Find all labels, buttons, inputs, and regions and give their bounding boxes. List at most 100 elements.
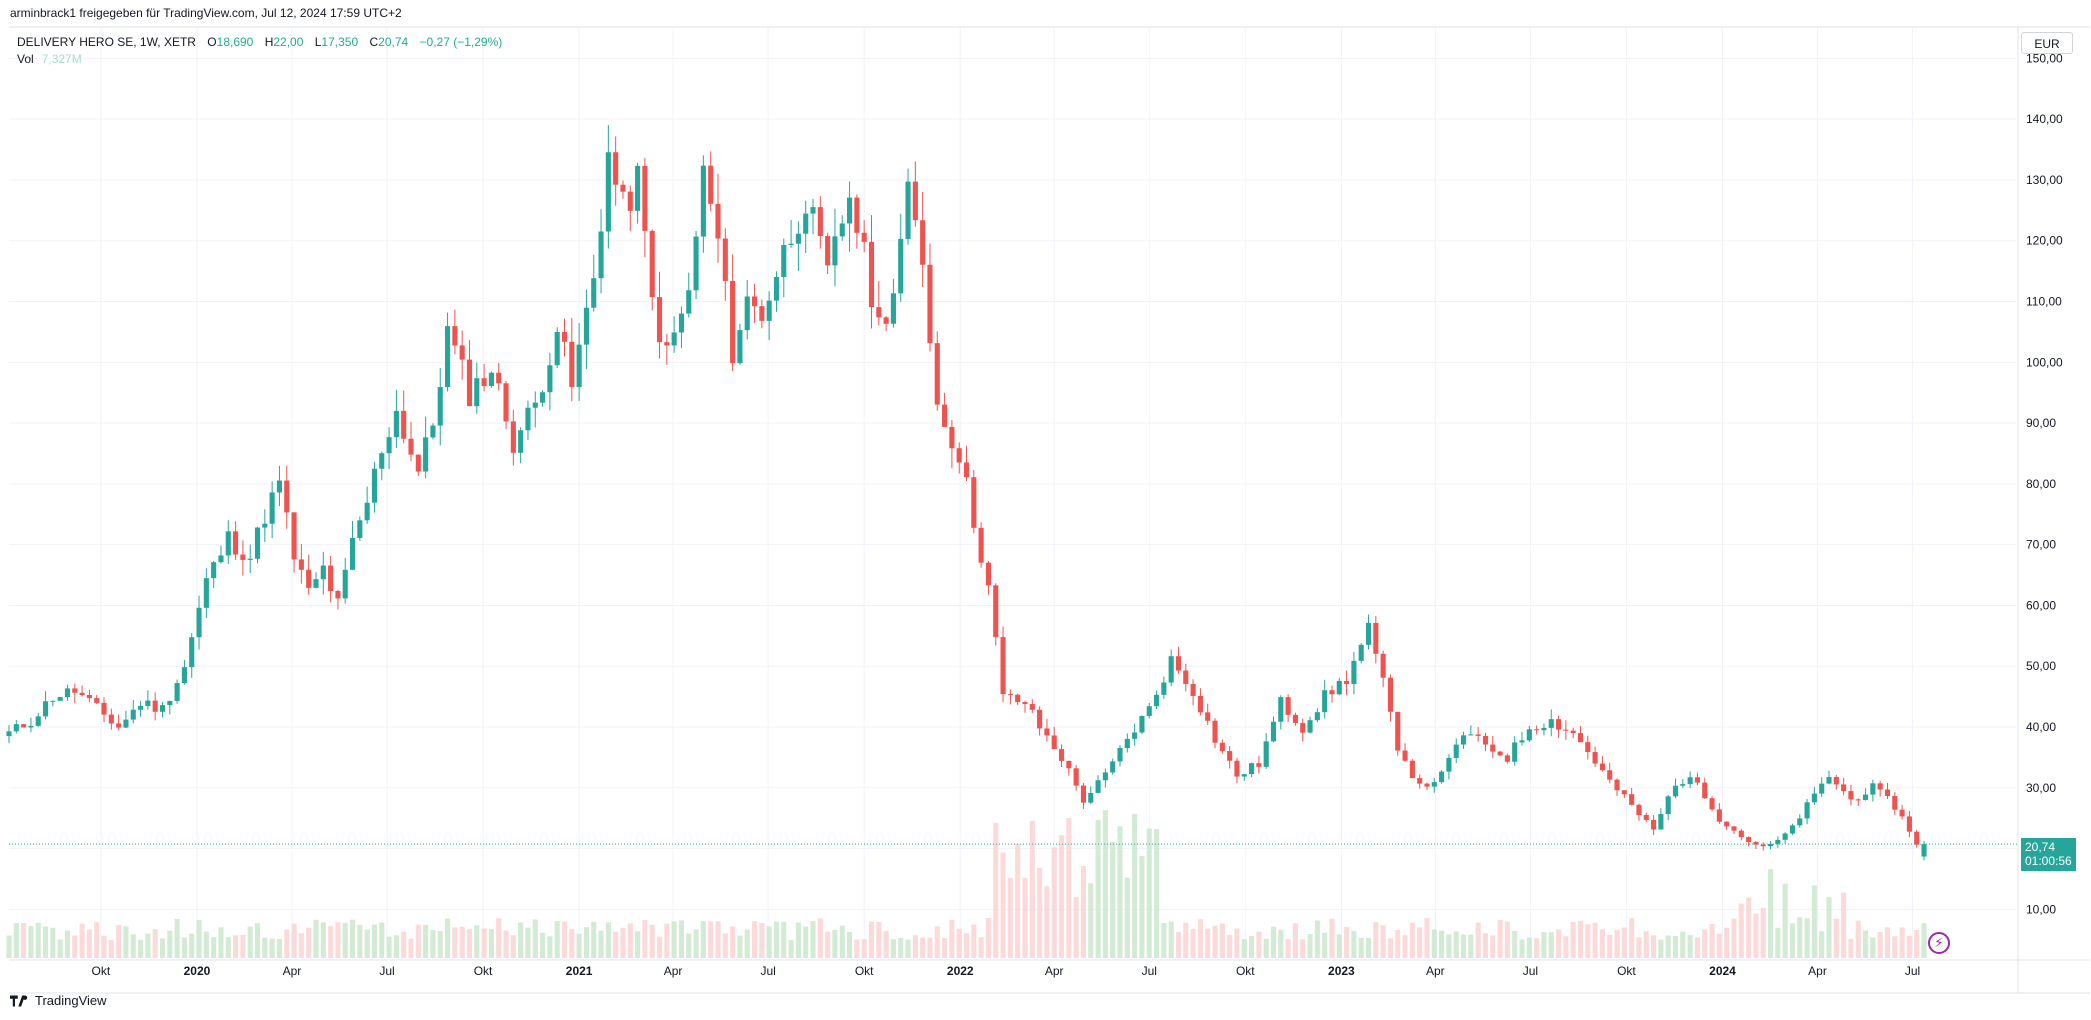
currency-button[interactable]: EUR <box>2021 32 2073 54</box>
volume-bar <box>1124 877 1130 958</box>
candle-body <box>1877 783 1883 790</box>
volume-bar <box>1731 918 1737 958</box>
candle-body <box>649 230 655 298</box>
volume-bar <box>1431 929 1437 958</box>
volume-bar <box>1314 920 1320 958</box>
candle-body <box>1468 734 1474 736</box>
volume-bar <box>123 926 129 958</box>
candle-body <box>225 531 231 556</box>
volume-label[interactable]: Vol <box>17 52 34 66</box>
volume-bar <box>927 937 933 958</box>
open-value: 18,690 <box>216 35 254 49</box>
candle-body <box>1117 747 1123 762</box>
candle-body <box>722 238 728 281</box>
candle-body <box>963 462 970 478</box>
candle-body <box>1563 729 1569 731</box>
candle-body <box>832 236 838 266</box>
candle-body <box>101 702 107 715</box>
volume-bar <box>656 936 663 958</box>
candle-body <box>1658 814 1664 830</box>
candle-body <box>218 555 224 563</box>
volume-bar <box>1285 939 1291 958</box>
candle-body <box>1767 843 1774 847</box>
volume-bar <box>1884 927 1891 958</box>
volume-bar <box>781 921 787 958</box>
candle-body <box>1519 740 1525 743</box>
candle-body <box>28 725 34 728</box>
volume-bar <box>1387 938 1394 958</box>
candle-body <box>233 531 239 555</box>
candle-body <box>656 297 663 343</box>
candle-body <box>430 425 436 438</box>
candle-body <box>1146 706 1152 716</box>
symbol-description[interactable]: DELIVERY HERO SE, 1W, XETR <box>17 35 196 49</box>
candle-body <box>686 290 692 314</box>
volume-bar <box>57 939 63 958</box>
volume-bar <box>1468 934 1474 958</box>
volume-bar <box>540 932 546 958</box>
candle-body <box>386 437 392 454</box>
volume-bar <box>722 933 728 958</box>
volume-bar <box>627 923 633 958</box>
volume-bar <box>1175 931 1182 958</box>
candle-body <box>1351 660 1357 684</box>
candle-body <box>1344 680 1350 684</box>
candle-body <box>1270 721 1277 742</box>
candle-body <box>1044 728 1050 736</box>
volume-bar <box>1658 939 1664 958</box>
candle-body <box>35 716 41 726</box>
volume-bar <box>598 930 604 958</box>
candle-body <box>1672 785 1679 797</box>
volume-bar <box>861 939 867 958</box>
candle-body <box>1453 744 1459 758</box>
open-label: O <box>207 35 217 49</box>
volume-bar <box>408 938 414 958</box>
candles <box>6 125 1927 861</box>
volume-bar <box>1029 820 1035 958</box>
price-tick-label: 30,00 <box>2026 781 2056 795</box>
volume-bar <box>1592 922 1598 958</box>
candle-body <box>1365 622 1372 645</box>
volume-bar <box>1687 935 1693 958</box>
tradingview-brand[interactable]: TradingView <box>10 993 107 1008</box>
candle-body <box>569 341 575 388</box>
lightning-icon[interactable]: ⚡ <box>1928 932 1950 954</box>
candle-body <box>1095 780 1101 793</box>
candle-body <box>1746 837 1752 842</box>
time-tick-label: 2021 <box>566 964 593 978</box>
candle-body <box>576 344 582 388</box>
volume-bar <box>28 925 34 958</box>
volume-bar <box>1811 885 1817 958</box>
candle-body <box>1490 744 1496 752</box>
candle-body <box>751 296 758 307</box>
candle-body <box>203 578 209 608</box>
volume-bar <box>642 920 648 958</box>
volume-bar <box>1197 919 1203 958</box>
volume-bar <box>196 920 202 958</box>
volume-bar <box>1373 922 1379 958</box>
volume-bar <box>817 918 823 958</box>
price-tick-label: 60,00 <box>2026 598 2056 612</box>
volume-bar <box>525 927 531 958</box>
volume-bar <box>1000 852 1006 958</box>
candle-body <box>759 306 765 321</box>
volume-bar <box>130 934 136 958</box>
candle-body <box>42 701 49 717</box>
volume-bar <box>1738 903 1744 958</box>
volume-bar <box>1665 935 1671 958</box>
volume-bar <box>561 921 568 958</box>
candle-body <box>1577 733 1584 743</box>
volume-bar <box>1446 934 1452 958</box>
candle-body <box>1212 720 1218 743</box>
volume-bar <box>159 938 166 958</box>
candle-body <box>13 724 19 732</box>
candle-body <box>927 264 933 344</box>
candle-body <box>1285 697 1291 715</box>
candle-body <box>481 378 487 387</box>
volume-bar <box>1541 932 1547 958</box>
candle-body <box>920 220 926 265</box>
volume-bar <box>1439 930 1445 958</box>
candle-body <box>1512 742 1518 762</box>
candle-body <box>1643 815 1649 820</box>
